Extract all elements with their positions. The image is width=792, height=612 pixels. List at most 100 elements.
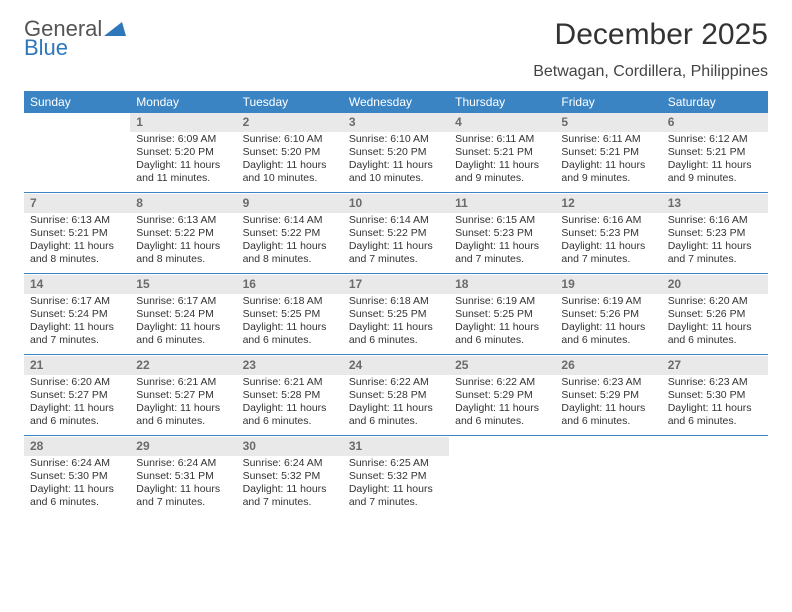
- calendar-day: 21Sunrise: 6:20 AMSunset: 5:27 PMDayligh…: [24, 356, 130, 435]
- calendar-day: 16Sunrise: 6:18 AMSunset: 5:25 PMDayligh…: [237, 275, 343, 354]
- day-number: 27: [662, 356, 768, 375]
- calendar-day: 8Sunrise: 6:13 AMSunset: 5:22 PMDaylight…: [130, 194, 236, 273]
- day-number: 31: [343, 437, 449, 456]
- calendar-day: 11Sunrise: 6:15 AMSunset: 5:23 PMDayligh…: [449, 194, 555, 273]
- calendar-day: 26Sunrise: 6:23 AMSunset: 5:29 PMDayligh…: [555, 356, 661, 435]
- day-number: 17: [343, 275, 449, 294]
- calendar-day: 28Sunrise: 6:24 AMSunset: 5:30 PMDayligh…: [24, 437, 130, 516]
- calendar-day: 9Sunrise: 6:14 AMSunset: 5:22 PMDaylight…: [237, 194, 343, 273]
- day-details: Sunrise: 6:11 AMSunset: 5:21 PMDaylight:…: [449, 132, 555, 192]
- day-details: Sunrise: 6:24 AMSunset: 5:31 PMDaylight:…: [130, 456, 236, 516]
- calendar-day: 10Sunrise: 6:14 AMSunset: 5:22 PMDayligh…: [343, 194, 449, 273]
- day-number: 19: [555, 275, 661, 294]
- header: General Blue December 2025: [24, 18, 768, 59]
- calendar-day: 31Sunrise: 6:25 AMSunset: 5:32 PMDayligh…: [343, 437, 449, 516]
- day-details: Sunrise: 6:14 AMSunset: 5:22 PMDaylight:…: [237, 213, 343, 273]
- calendar-day: 5Sunrise: 6:11 AMSunset: 5:21 PMDaylight…: [555, 113, 661, 192]
- day-details: Sunrise: 6:17 AMSunset: 5:24 PMDaylight:…: [130, 294, 236, 354]
- day-details: Sunrise: 6:24 AMSunset: 5:30 PMDaylight:…: [24, 456, 130, 516]
- day-details: Sunrise: 6:16 AMSunset: 5:23 PMDaylight:…: [555, 213, 661, 273]
- calendar-week-row: 28Sunrise: 6:24 AMSunset: 5:30 PMDayligh…: [24, 437, 768, 516]
- calendar-week-row: 1Sunrise: 6:09 AMSunset: 5:20 PMDaylight…: [24, 113, 768, 192]
- day-details: Sunrise: 6:20 AMSunset: 5:26 PMDaylight:…: [662, 294, 768, 354]
- day-details: Sunrise: 6:23 AMSunset: 5:29 PMDaylight:…: [555, 375, 661, 435]
- day-details: Sunrise: 6:22 AMSunset: 5:28 PMDaylight:…: [343, 375, 449, 435]
- day-details: Sunrise: 6:13 AMSunset: 5:21 PMDaylight:…: [24, 213, 130, 273]
- day-number: 22: [130, 356, 236, 375]
- day-number: 26: [555, 356, 661, 375]
- day-header: Monday: [130, 91, 236, 113]
- calendar-table: SundayMondayTuesdayWednesdayThursdayFrid…: [24, 91, 768, 516]
- calendar-week-row: 14Sunrise: 6:17 AMSunset: 5:24 PMDayligh…: [24, 275, 768, 354]
- location: Betwagan, Cordillera, Philippines: [24, 63, 768, 81]
- day-number: 6: [662, 113, 768, 132]
- calendar-day: 18Sunrise: 6:19 AMSunset: 5:25 PMDayligh…: [449, 275, 555, 354]
- day-number: 24: [343, 356, 449, 375]
- calendar-day: 20Sunrise: 6:20 AMSunset: 5:26 PMDayligh…: [662, 275, 768, 354]
- day-number: 8: [130, 194, 236, 213]
- day-number: 12: [555, 194, 661, 213]
- day-number: 1: [130, 113, 236, 132]
- calendar-day: 19Sunrise: 6:19 AMSunset: 5:26 PMDayligh…: [555, 275, 661, 354]
- calendar-day: 25Sunrise: 6:22 AMSunset: 5:29 PMDayligh…: [449, 356, 555, 435]
- calendar-day-empty: [662, 437, 768, 516]
- day-number: 30: [237, 437, 343, 456]
- calendar-day-empty: [24, 113, 130, 192]
- day-details: Sunrise: 6:10 AMSunset: 5:20 PMDaylight:…: [237, 132, 343, 192]
- day-number: 21: [24, 356, 130, 375]
- day-details: Sunrise: 6:15 AMSunset: 5:23 PMDaylight:…: [449, 213, 555, 273]
- day-header: Sunday: [24, 91, 130, 113]
- calendar-week-row: 21Sunrise: 6:20 AMSunset: 5:27 PMDayligh…: [24, 356, 768, 435]
- calendar-day: 15Sunrise: 6:17 AMSunset: 5:24 PMDayligh…: [130, 275, 236, 354]
- day-number: 10: [343, 194, 449, 213]
- triangle-icon: [104, 20, 126, 36]
- day-number: 9: [237, 194, 343, 213]
- calendar-week-row: 7Sunrise: 6:13 AMSunset: 5:21 PMDaylight…: [24, 194, 768, 273]
- calendar-body: 1Sunrise: 6:09 AMSunset: 5:20 PMDaylight…: [24, 113, 768, 516]
- day-details: Sunrise: 6:13 AMSunset: 5:22 PMDaylight:…: [130, 213, 236, 273]
- calendar-day-empty: [555, 437, 661, 516]
- day-header: Friday: [555, 91, 661, 113]
- calendar-day: 12Sunrise: 6:16 AMSunset: 5:23 PMDayligh…: [555, 194, 661, 273]
- day-number: 14: [24, 275, 130, 294]
- calendar-day: 13Sunrise: 6:16 AMSunset: 5:23 PMDayligh…: [662, 194, 768, 273]
- calendar-day: 17Sunrise: 6:18 AMSunset: 5:25 PMDayligh…: [343, 275, 449, 354]
- day-details: Sunrise: 6:25 AMSunset: 5:32 PMDaylight:…: [343, 456, 449, 516]
- calendar-header-row: SundayMondayTuesdayWednesdayThursdayFrid…: [24, 91, 768, 113]
- calendar-day: 7Sunrise: 6:13 AMSunset: 5:21 PMDaylight…: [24, 194, 130, 273]
- day-details: Sunrise: 6:11 AMSunset: 5:21 PMDaylight:…: [555, 132, 661, 192]
- calendar-day: 30Sunrise: 6:24 AMSunset: 5:32 PMDayligh…: [237, 437, 343, 516]
- day-details: Sunrise: 6:18 AMSunset: 5:25 PMDaylight:…: [237, 294, 343, 354]
- day-number: 7: [24, 194, 130, 213]
- calendar-day: 22Sunrise: 6:21 AMSunset: 5:27 PMDayligh…: [130, 356, 236, 435]
- month-title: December 2025: [555, 18, 768, 52]
- day-details: Sunrise: 6:18 AMSunset: 5:25 PMDaylight:…: [343, 294, 449, 354]
- calendar-day: 1Sunrise: 6:09 AMSunset: 5:20 PMDaylight…: [130, 113, 236, 192]
- calendar-day: 23Sunrise: 6:21 AMSunset: 5:28 PMDayligh…: [237, 356, 343, 435]
- calendar-day-empty: [449, 437, 555, 516]
- calendar-day: 27Sunrise: 6:23 AMSunset: 5:30 PMDayligh…: [662, 356, 768, 435]
- day-number: 16: [237, 275, 343, 294]
- day-details: Sunrise: 6:19 AMSunset: 5:25 PMDaylight:…: [449, 294, 555, 354]
- day-number: 11: [449, 194, 555, 213]
- day-number: 2: [237, 113, 343, 132]
- day-header: Wednesday: [343, 91, 449, 113]
- day-number: 23: [237, 356, 343, 375]
- calendar-day: 29Sunrise: 6:24 AMSunset: 5:31 PMDayligh…: [130, 437, 236, 516]
- calendar-day: 14Sunrise: 6:17 AMSunset: 5:24 PMDayligh…: [24, 275, 130, 354]
- day-number: 13: [662, 194, 768, 213]
- day-number: 28: [24, 437, 130, 456]
- calendar-day: 6Sunrise: 6:12 AMSunset: 5:21 PMDaylight…: [662, 113, 768, 192]
- day-number: 25: [449, 356, 555, 375]
- day-details: Sunrise: 6:16 AMSunset: 5:23 PMDaylight:…: [662, 213, 768, 273]
- day-details: Sunrise: 6:24 AMSunset: 5:32 PMDaylight:…: [237, 456, 343, 516]
- day-details: Sunrise: 6:09 AMSunset: 5:20 PMDaylight:…: [130, 132, 236, 192]
- day-number: 29: [130, 437, 236, 456]
- day-number: 5: [555, 113, 661, 132]
- calendar-day: 3Sunrise: 6:10 AMSunset: 5:20 PMDaylight…: [343, 113, 449, 192]
- day-header: Thursday: [449, 91, 555, 113]
- brand-logo: General Blue: [24, 18, 126, 59]
- day-number: 4: [449, 113, 555, 132]
- calendar-day: 2Sunrise: 6:10 AMSunset: 5:20 PMDaylight…: [237, 113, 343, 192]
- day-details: Sunrise: 6:14 AMSunset: 5:22 PMDaylight:…: [343, 213, 449, 273]
